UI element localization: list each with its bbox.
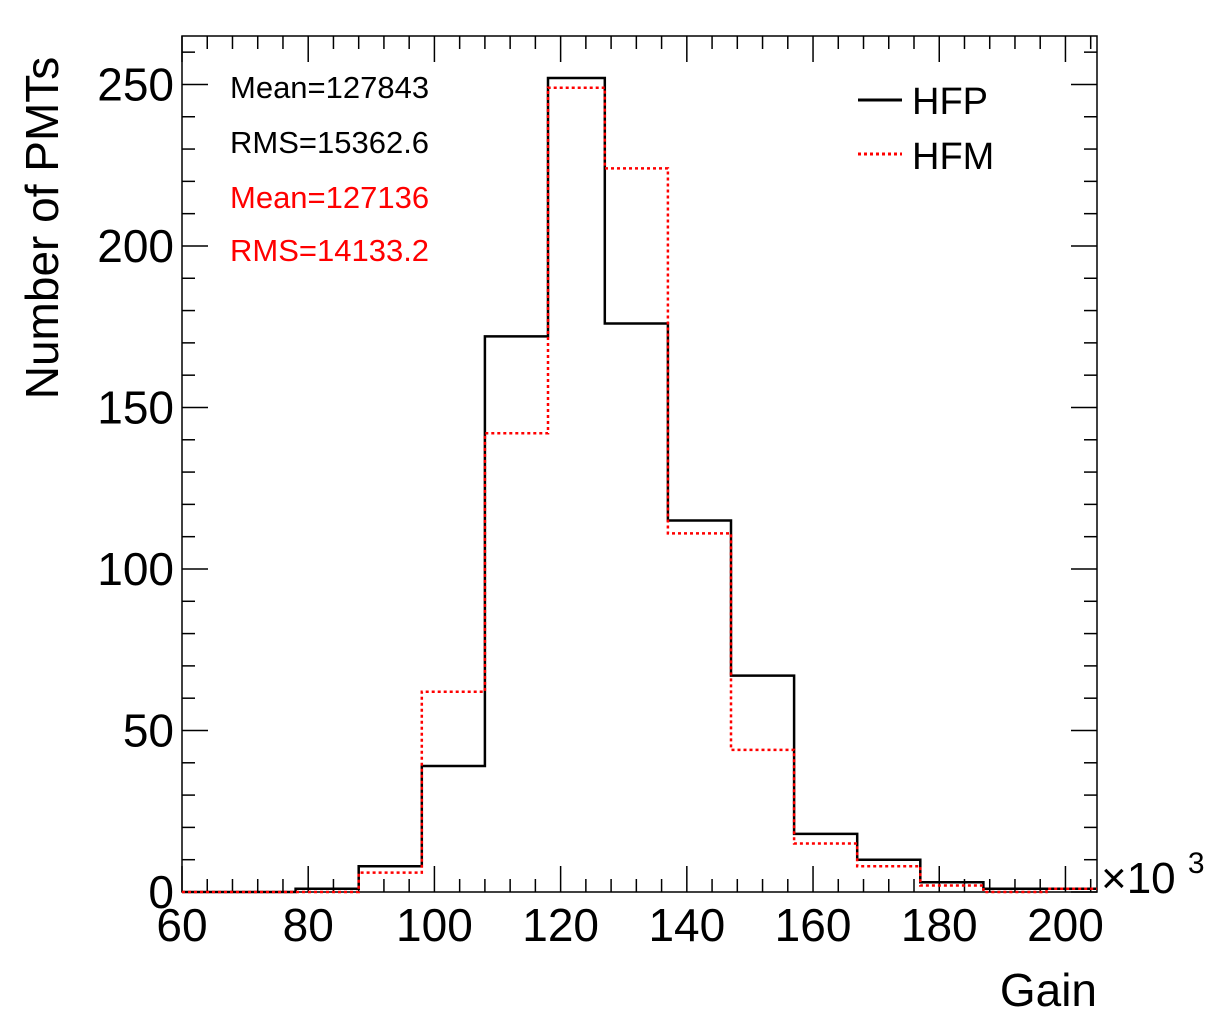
x-tick-label: 120	[522, 899, 599, 951]
x-tick-label: 180	[901, 899, 978, 951]
y-tick-label: 200	[97, 220, 174, 272]
y-tick-label: 0	[148, 866, 174, 918]
stats-hfm-rms: RMS=14133.2	[230, 233, 429, 268]
series-hfp-outline	[182, 76, 1097, 894]
x-exponent-base: ×10	[1101, 854, 1176, 903]
legend-label-hfp: HFP	[912, 81, 988, 123]
x-tick-label: 80	[283, 899, 334, 951]
x-tick-label: 200	[1027, 899, 1104, 951]
y-tick-label: 150	[97, 381, 174, 433]
x-exponent-label: ×10 3	[1101, 847, 1205, 903]
y-tick-label: 250	[97, 58, 174, 110]
y-tick-label: 50	[123, 704, 174, 756]
axis-ticks	[181, 36, 1097, 893]
series-hfm-outline	[182, 86, 1097, 894]
stats-hfp-rms: RMS=15362.6	[230, 125, 429, 160]
histogram-series	[182, 76, 1097, 894]
legend: HFP HFM	[858, 81, 994, 178]
y-tick-label: 100	[97, 543, 174, 595]
x-tick-labels: 60 80 100 120 140 160 180 200	[156, 899, 1103, 951]
x-exponent-power: 3	[1188, 847, 1205, 880]
stats-hfp-mean: Mean=127843	[230, 70, 429, 105]
plot-frame	[181, 35, 1098, 893]
y-tick-labels: 0 50 100 150 200 250	[97, 58, 174, 918]
y-axis-title: Number of PMTs	[16, 57, 68, 400]
x-tick-label: 60	[156, 899, 207, 951]
stats-hfm-mean: Mean=127136	[230, 180, 429, 215]
x-tick-label: 160	[775, 899, 852, 951]
x-axis-title: Gain	[1000, 964, 1097, 1016]
x-tick-label: 140	[648, 899, 725, 951]
legend-label-hfm: HFM	[912, 136, 994, 178]
x-tick-label: 100	[396, 899, 473, 951]
